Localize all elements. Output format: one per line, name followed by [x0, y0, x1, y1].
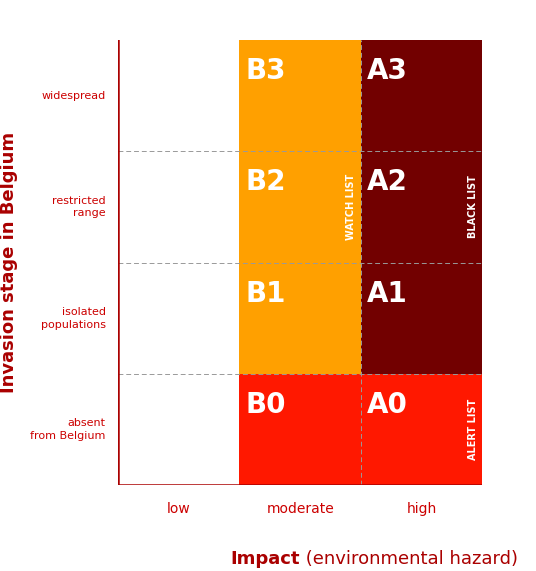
- Text: B0: B0: [246, 391, 286, 419]
- Text: A0: A0: [367, 391, 408, 419]
- Bar: [361, 151, 482, 263]
- Text: WATCH LIST: WATCH LIST: [346, 174, 356, 240]
- Bar: [240, 374, 361, 485]
- Text: absent
from Belgium: absent from Belgium: [31, 419, 106, 441]
- Text: B2: B2: [246, 168, 286, 196]
- Text: moderate: moderate: [266, 502, 334, 516]
- Text: Invasion stage in Belgium: Invasion stage in Belgium: [0, 132, 18, 393]
- Bar: [361, 374, 482, 485]
- Text: A2: A2: [367, 168, 408, 196]
- Text: high: high: [406, 502, 437, 516]
- Bar: [240, 151, 361, 263]
- Text: BLACK LIST: BLACK LIST: [468, 175, 478, 239]
- Text: low: low: [167, 502, 190, 516]
- Text: (environmental hazard): (environmental hazard): [300, 550, 518, 568]
- Text: ALERT LIST: ALERT LIST: [468, 399, 478, 460]
- Text: B3: B3: [246, 57, 286, 85]
- Text: widespread: widespread: [41, 91, 106, 100]
- Text: B1: B1: [246, 280, 286, 308]
- Text: A3: A3: [367, 57, 408, 85]
- Bar: [361, 40, 482, 151]
- Bar: [240, 263, 361, 374]
- Text: isolated
populations: isolated populations: [41, 307, 106, 329]
- Text: A1: A1: [367, 280, 408, 308]
- Text: restricted
range: restricted range: [52, 196, 106, 218]
- Text: Impact: Impact: [230, 550, 300, 568]
- Bar: [240, 40, 361, 151]
- Bar: [361, 263, 482, 374]
